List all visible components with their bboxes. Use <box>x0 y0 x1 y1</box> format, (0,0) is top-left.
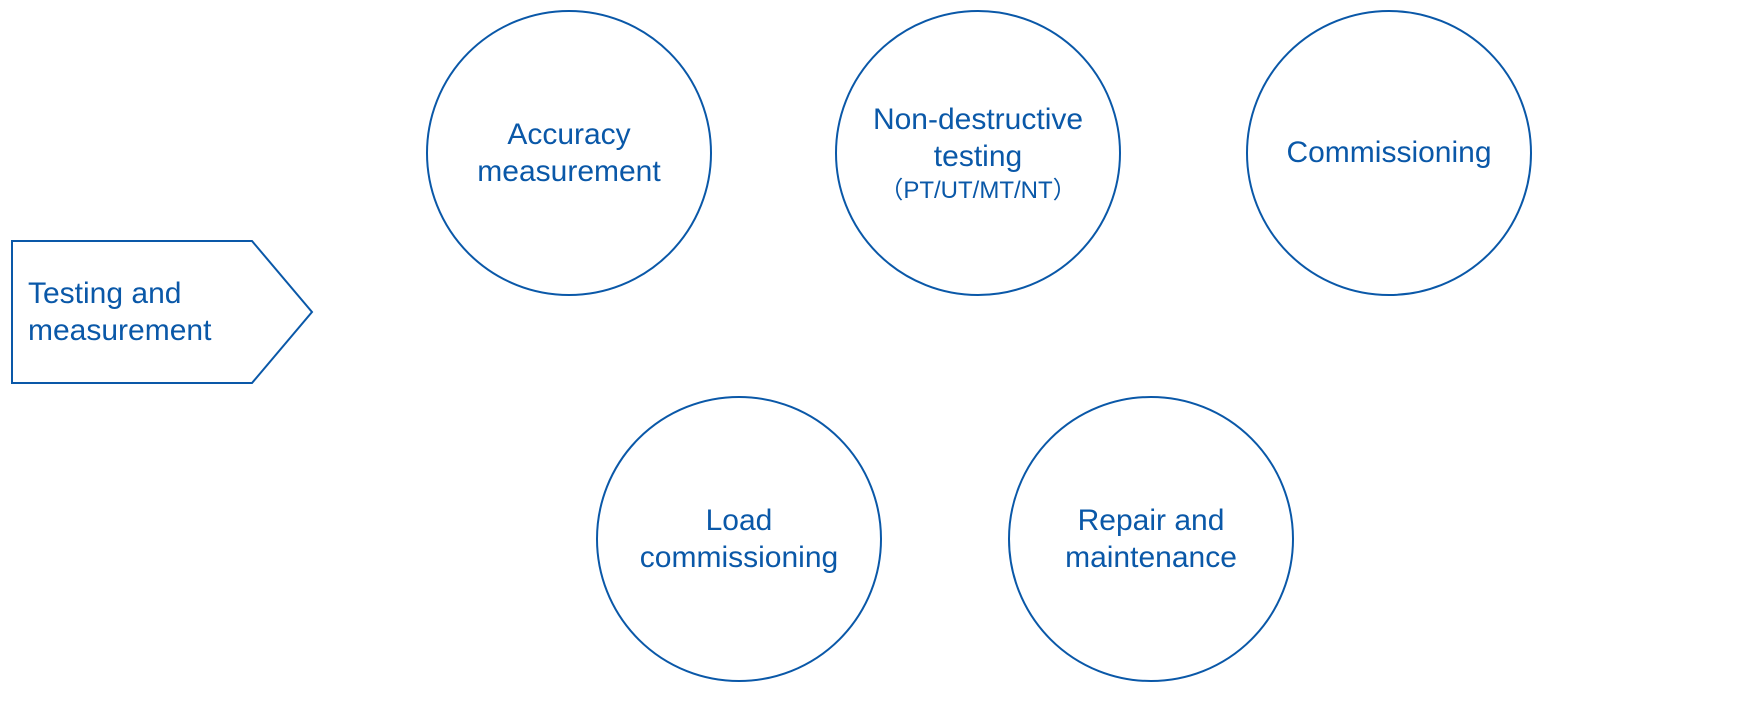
category-pentagon: Testing and measurement <box>12 241 252 383</box>
category-pentagon-label: Testing and measurement <box>28 275 252 350</box>
circle-accuracy: Accuracy measurement <box>426 10 712 296</box>
circle-commissioning: Commissioning <box>1246 10 1532 296</box>
circle-commissioning-label: Commissioning <box>1286 134 1491 172</box>
circle-ndt: Non-destructive testing （PT/UT/MT/NT） <box>835 10 1121 296</box>
circle-ndt-sub: （PT/UT/MT/NT） <box>855 176 1101 206</box>
circle-ndt-label: Non-destructive testing <box>855 101 1101 176</box>
circle-repair: Repair and maintenance <box>1008 396 1294 682</box>
diagram-canvas: Testing and measurement Accuracy measure… <box>0 0 1740 716</box>
circle-accuracy-label: Accuracy measurement <box>446 116 692 191</box>
circle-load: Load commissioning <box>596 396 882 682</box>
circle-load-label: Load commissioning <box>616 502 862 577</box>
circle-repair-label: Repair and maintenance <box>1028 502 1274 577</box>
